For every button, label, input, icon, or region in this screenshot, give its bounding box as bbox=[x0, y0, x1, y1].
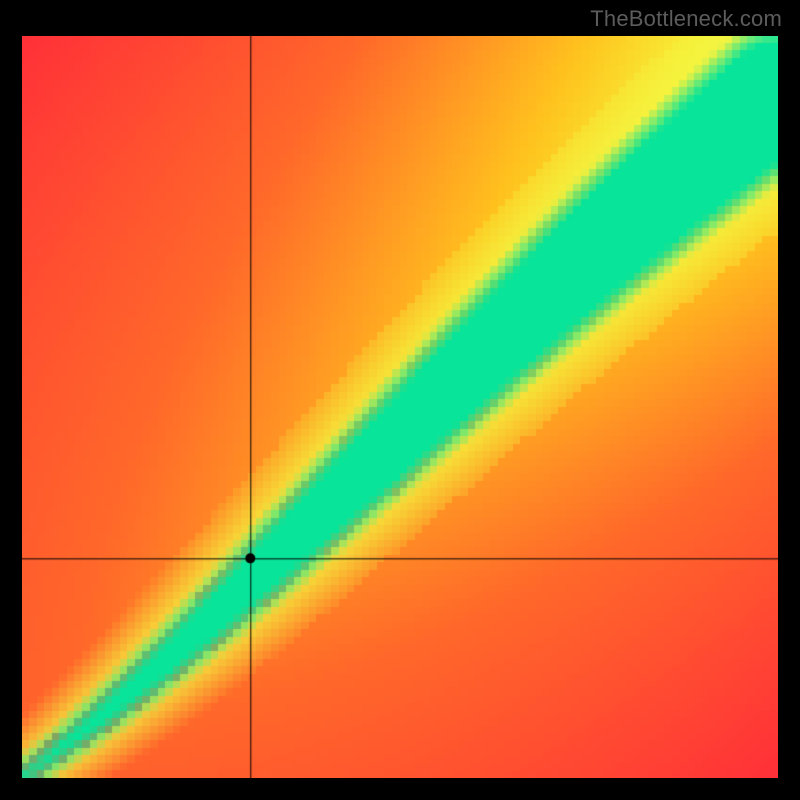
root-container: TheBottleneck.com bbox=[0, 0, 800, 800]
watermark-text: TheBottleneck.com bbox=[590, 6, 782, 32]
heatmap-plot bbox=[22, 36, 778, 778]
heatmap-canvas bbox=[22, 36, 778, 778]
